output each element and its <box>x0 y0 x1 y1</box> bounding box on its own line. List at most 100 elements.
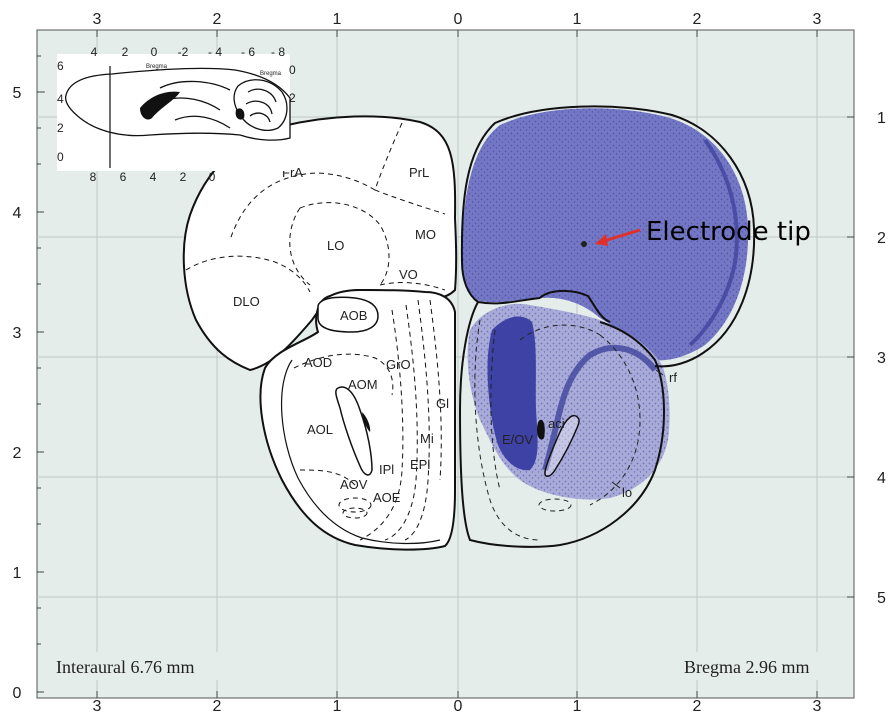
inset-tick: 2 <box>180 170 187 184</box>
inset-tick: 4 <box>91 45 98 59</box>
region-label-aci: aci <box>548 416 565 431</box>
top-axis-label: 3 <box>813 11 822 28</box>
bottom-axis-labels: 3 2 1 0 1 2 3 <box>93 698 822 713</box>
rf-leader <box>655 369 664 376</box>
top-axis-label: 3 <box>93 11 102 28</box>
right-axis-label: 3 <box>877 350 886 367</box>
inset-bottom-ticks: 8 6 4 2 0 <box>90 170 216 184</box>
inset-tick: -2 <box>178 45 189 59</box>
right-axis-ticks <box>847 116 854 598</box>
inset-tick: 6 <box>120 170 127 184</box>
region-label-mo: MO <box>415 227 436 242</box>
stained-cortex-texture <box>462 108 749 361</box>
right-axis-label: 5 <box>877 590 886 607</box>
right-axis-label: 4 <box>877 470 886 487</box>
top-axis-labels: 3 2 1 0 1 2 3 <box>93 11 822 28</box>
right-axis-label: 2 <box>877 230 886 247</box>
top-bottom-ticks <box>96 30 818 698</box>
left-axis-label: 0 <box>13 685 22 702</box>
inset-tick: 6 <box>57 59 64 73</box>
left-axis-labels: 5 4 3 2 1 0 <box>13 85 22 702</box>
region-label-aov: AOV <box>340 477 368 492</box>
inset-tick: - 4 <box>208 45 222 59</box>
region-label-aom: AOM <box>348 377 378 392</box>
top-axis-label: 2 <box>693 11 702 28</box>
region-label-vo: VO <box>399 267 418 282</box>
top-axis-label: 1 <box>333 11 342 28</box>
left-axis-label: 1 <box>13 565 22 582</box>
inset-tick: 2 <box>289 91 296 105</box>
region-label-aoe: AOE <box>373 490 401 505</box>
right-axis-labels: 1 2 3 4 5 <box>877 110 886 607</box>
bottom-axis-label: 2 <box>693 698 702 713</box>
region-label-lo: LO <box>327 238 344 253</box>
right-inner-boundaries <box>474 319 641 541</box>
bottom-axis-label: 0 <box>454 698 463 713</box>
inset-tick: 4 <box>57 92 64 106</box>
aob-outline <box>317 296 379 333</box>
inset-tick: - 8 <box>271 45 285 59</box>
left-axis-label: 3 <box>13 325 22 342</box>
inset-tick: 2 <box>122 45 129 59</box>
left-axis-label: 4 <box>13 205 22 222</box>
region-label-epl: EPl <box>410 457 430 472</box>
region-label-mi: Mi <box>420 431 434 446</box>
left-region-labels: FrA PrL LO MO VO DLO AOB AOD GrO AOM Gl … <box>233 165 449 505</box>
aci-structure <box>544 414 580 477</box>
inset-tick: 0 <box>209 170 216 184</box>
inset-bregma-left: Bregma <box>146 64 168 70</box>
bottom-axis-label: 2 <box>213 698 222 713</box>
inset-left-ticks: 6 4 2 0 <box>57 59 64 164</box>
olfactory-bulb-inner <box>280 359 441 545</box>
right-axis-label: 1 <box>877 110 886 127</box>
lo-leader <box>611 481 621 489</box>
electrode-annotation: Electrode tip <box>595 217 811 247</box>
cortex-boundaries <box>185 122 446 541</box>
inset-bregma-right: Bregma <box>260 71 282 77</box>
bottom-axis-label: 1 <box>573 698 582 713</box>
region-label-dlo: DLO <box>233 294 260 309</box>
ventricle <box>335 386 373 476</box>
region-label-gl: Gl <box>436 396 449 411</box>
region-label-aob: AOB <box>340 308 367 323</box>
region-label-prl: PrL <box>409 165 429 180</box>
top-axis-label: 1 <box>573 11 582 28</box>
left-axis-ticks <box>37 55 44 693</box>
inset-right-ticks: 0 2 <box>289 63 296 105</box>
bottom-axis-label: 3 <box>93 698 102 713</box>
inset-tick: 0 <box>57 150 64 164</box>
right-region-labels: rf E/OV aci lo <box>502 369 677 500</box>
bottom-axis-label: 3 <box>813 698 822 713</box>
inset-tick: 0 <box>289 63 296 77</box>
inset-dark-structure-2 <box>235 108 245 120</box>
bottom-axis-label: 1 <box>333 698 342 713</box>
electrode-tip-marker <box>581 241 587 247</box>
inset-dark-structure <box>140 91 180 120</box>
ventricle-dark <box>362 412 371 432</box>
layer-curve <box>542 344 658 471</box>
inset-tick: 4 <box>150 170 157 184</box>
top-axis-label: 0 <box>454 11 463 28</box>
ventricle-dark-right <box>537 419 545 440</box>
region-label-eov: E/OV <box>502 432 533 447</box>
region-label-aod: AOD <box>304 355 332 370</box>
interaural-label-bg <box>52 652 242 680</box>
left-axis-label: 5 <box>13 85 22 102</box>
region-label-gro: GrO <box>386 357 411 372</box>
right-hemisphere-outline <box>458 105 756 548</box>
region-label-ipl: IPl <box>379 462 394 477</box>
sagittal-inset: 4 2 0 -2 - 4 - 6 - 8 8 6 4 2 0 6 4 2 0 0… <box>57 45 296 184</box>
electrode-arrow-shaft <box>603 228 641 243</box>
electrode-arrow-head <box>595 234 608 246</box>
inset-background <box>57 54 290 171</box>
granular-layer <box>487 316 538 471</box>
left-hemisphere-schematic <box>182 115 458 551</box>
top-axis-label: 2 <box>213 11 222 28</box>
bregma-label: Bregma 2.96 mm <box>684 657 809 677</box>
region-label-aol: AOL <box>307 422 333 437</box>
electrode-tip-label: Electrode tip <box>646 217 811 247</box>
interaural-label: Interaural 6.76 mm <box>56 657 194 677</box>
region-label-lo-tract: lo <box>622 485 632 500</box>
bregma-label-bg <box>680 652 846 680</box>
